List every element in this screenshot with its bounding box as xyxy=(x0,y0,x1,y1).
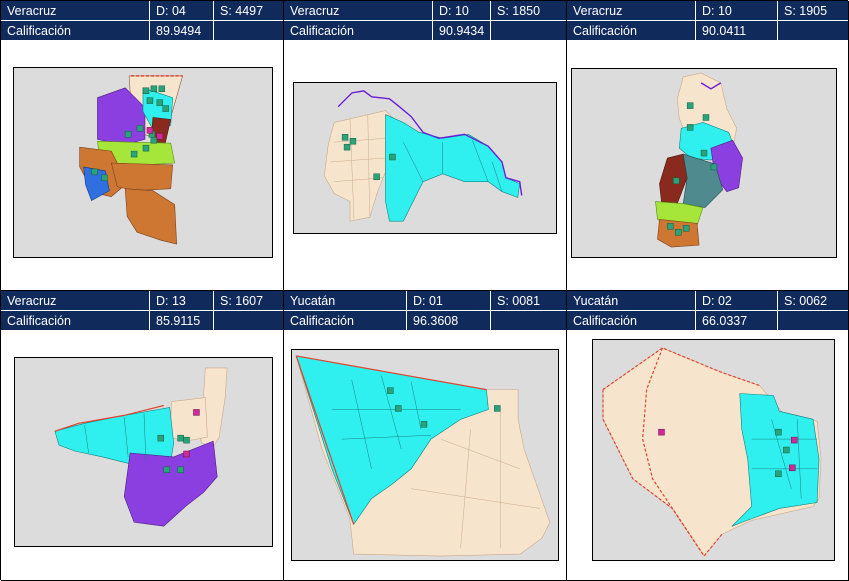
panel-2-section: S: 1850 xyxy=(497,4,541,18)
panel-4-map[interactable] xyxy=(14,357,273,547)
map-panel-2: Veracruz D: 10 S: 1850 Calificación 90.9… xyxy=(284,1,567,291)
panel-2-district: D: 10 xyxy=(439,4,469,18)
panel-3-map[interactable] xyxy=(571,68,837,258)
map-panel-1: Veracruz D: 04 S: 4497 Calificación 89.9… xyxy=(1,1,284,291)
panel-1-score-label: Calificación xyxy=(7,24,71,38)
panel-6-score-label: Calificación xyxy=(573,314,637,328)
map-panel-3: Veracruz D: 10 S: 1905 Calificación 90.0… xyxy=(567,1,849,291)
panel-6-map[interactable] xyxy=(592,339,835,561)
panel-2-score-value: 90.9434 xyxy=(439,24,485,38)
panel-4-score-value: 85.9115 xyxy=(156,314,201,328)
panel-3-map-graphic xyxy=(655,72,743,248)
panel-2-map-graphic xyxy=(324,90,523,222)
panel-5-district: D: 01 xyxy=(413,294,443,308)
panel-5-section: S: 0081 xyxy=(497,294,541,308)
panel-5-state: Yucatán xyxy=(290,294,336,308)
panel-6-state: Yucatán xyxy=(573,294,619,308)
panel-3-section: S: 1905 xyxy=(784,4,828,18)
panel-1-location-header: Veracruz D: 04 S: 4497 xyxy=(1,1,283,21)
panel-3-state: Veracruz xyxy=(573,4,623,18)
panel-3-score-value: 90.0411 xyxy=(702,24,747,38)
panel-1-score-value: 89.9494 xyxy=(156,24,202,38)
panel-3-score-header: Calificación 90.0411 xyxy=(567,21,848,41)
panel-5-score-label: Calificación xyxy=(290,314,354,328)
panel-4-map-graphic xyxy=(54,367,228,527)
panel-4-score-header: Calificación 85.9115 xyxy=(1,311,283,331)
panel-1-map-graphic xyxy=(79,75,183,245)
panel-2-score-label: Calificación xyxy=(290,24,354,38)
panel-1-map[interactable] xyxy=(13,67,273,258)
panel-5-location-header: Yucatán D: 01 S: 0081 xyxy=(284,291,566,311)
panel-3-district: D: 10 xyxy=(702,4,732,18)
panel-5-score-value: 96.3608 xyxy=(413,314,459,328)
panel-1-district: D: 04 xyxy=(156,4,186,18)
panel-2-score-header: Calificación 90.9434 xyxy=(284,21,566,41)
panel-5-map-graphic xyxy=(295,355,551,557)
panel-2-map[interactable] xyxy=(293,82,557,234)
map-panel-6: Yucatán D: 02 S: 0062 Calificación 66.03… xyxy=(567,291,849,581)
panel-4-state: Veracruz xyxy=(7,294,57,308)
panel-5-score-header: Calificación 96.3608 xyxy=(284,311,566,331)
panel-4-location-header: Veracruz D: 13 S: 1607 xyxy=(1,291,283,311)
panel-6-location-header: Yucatán D: 02 S: 0062 xyxy=(567,291,848,311)
panel-5-map[interactable] xyxy=(291,349,559,561)
panel-1-score-header: Calificación 89.9494 xyxy=(1,21,283,41)
panel-6-score-header: Calificación 66.0337 xyxy=(567,311,848,331)
panel-6-score-value: 66.0337 xyxy=(702,314,748,328)
panel-6-map-graphic xyxy=(602,347,822,558)
panel-2-location-header: Veracruz D: 10 S: 1850 xyxy=(284,1,566,21)
map-panel-4: Veracruz D: 13 S: 1607 Calificación 85.9… xyxy=(1,291,284,581)
panel-6-section: S: 0062 xyxy=(784,294,828,308)
panel-3-location-header: Veracruz D: 10 S: 1905 xyxy=(567,1,848,21)
panel-6-district: D: 02 xyxy=(702,294,732,308)
panel-3-score-label: Calificación xyxy=(573,24,637,38)
panel-1-section: S: 4497 xyxy=(220,4,264,18)
panel-1-state: Veracruz xyxy=(7,4,57,18)
panel-4-section: S: 1607 xyxy=(220,294,264,308)
panel-2-state: Veracruz xyxy=(290,4,340,18)
panel-4-score-label: Calificación xyxy=(7,314,71,328)
map-panel-5: Yucatán D: 01 S: 0081 Calificación 96.36… xyxy=(284,291,567,581)
panel-4-district: D: 13 xyxy=(156,294,186,308)
